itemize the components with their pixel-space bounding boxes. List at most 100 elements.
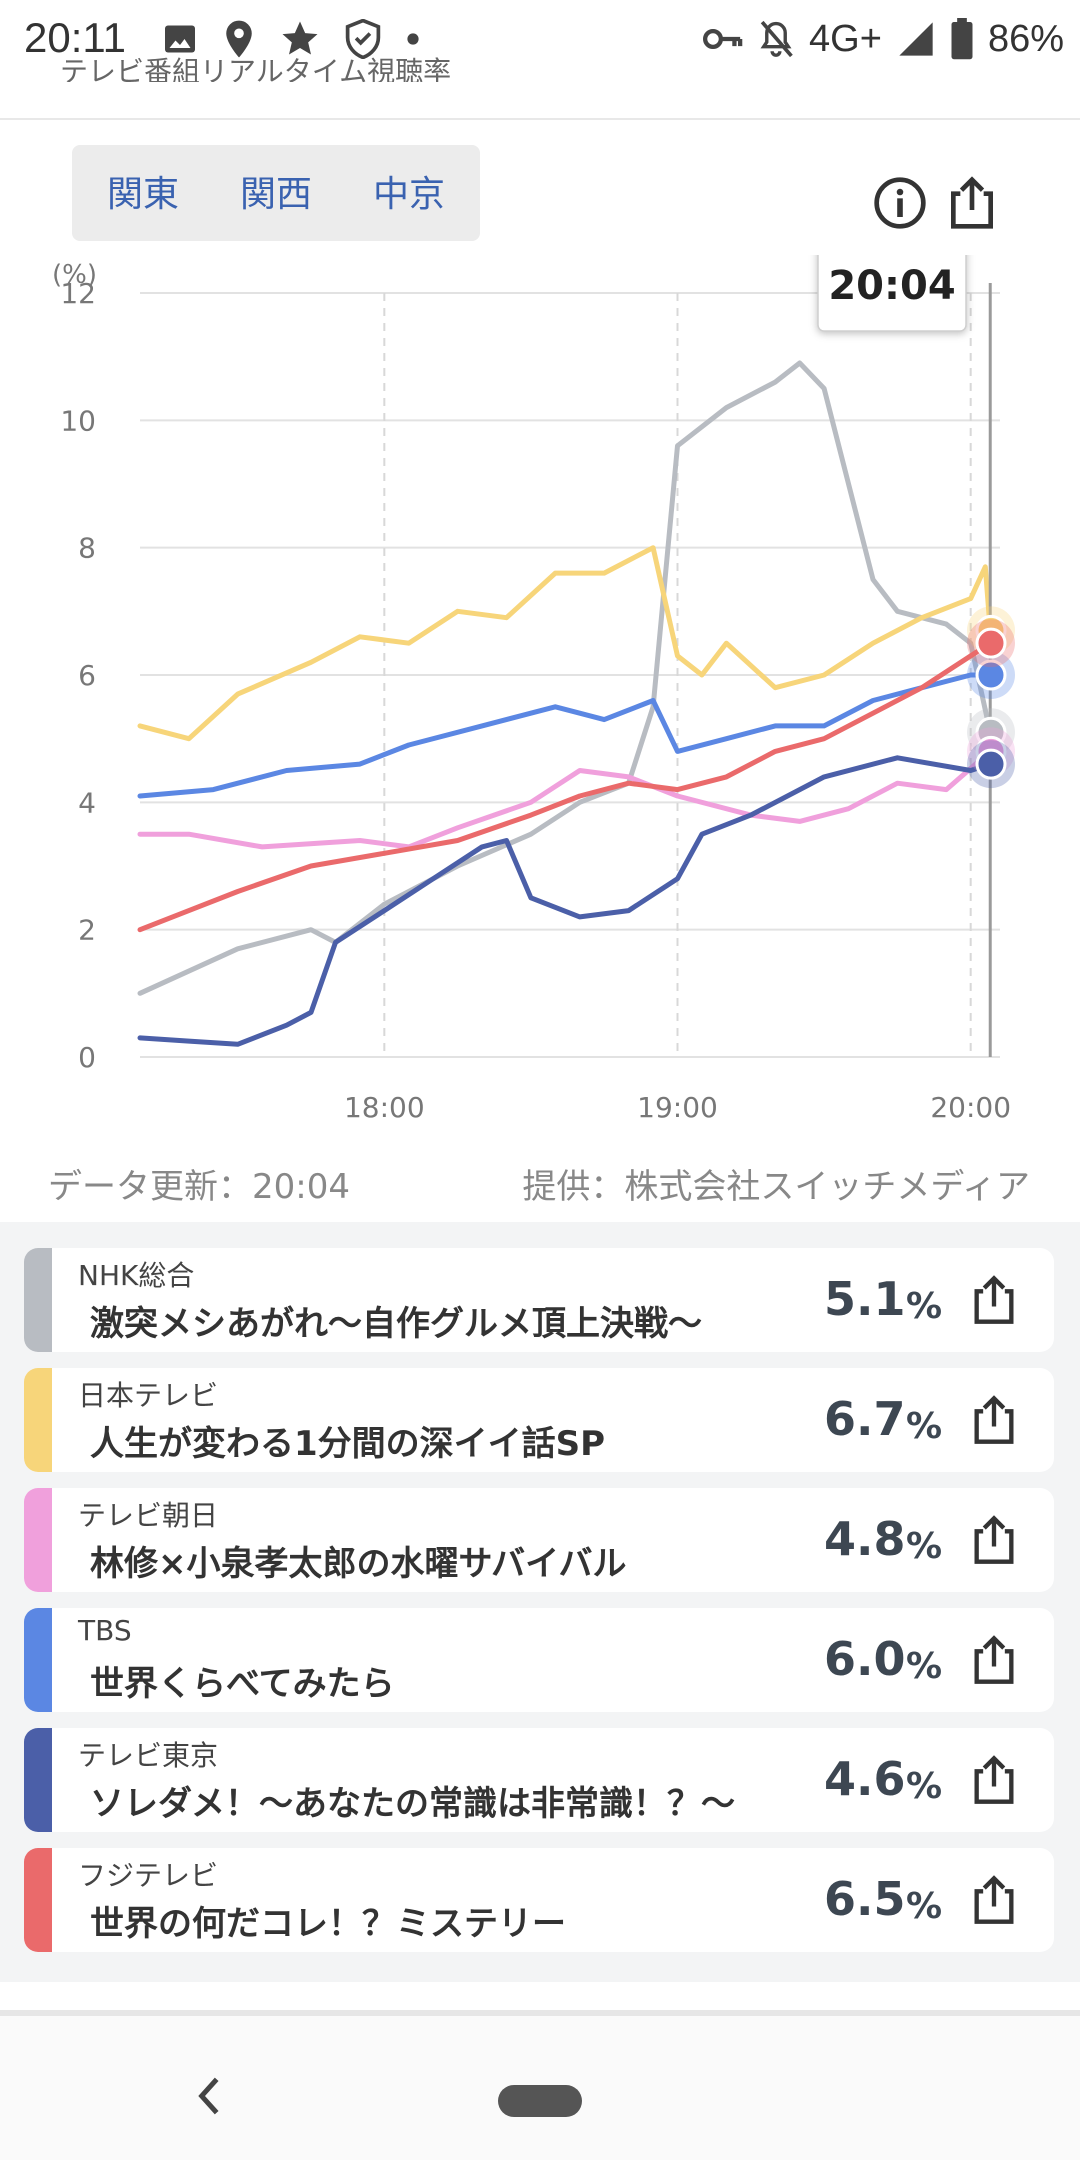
y-axis: 0 2 4 6 8 10 12(%) bbox=[52, 260, 97, 1074]
channel-color-bar bbox=[24, 1848, 52, 1952]
series-endpoint-marker bbox=[975, 748, 1007, 780]
rating-value: 6.7 bbox=[824, 1392, 906, 1446]
y-tick-label: 6 bbox=[78, 659, 96, 692]
y-unit-label: (%) bbox=[52, 260, 97, 290]
program-card-ntv[interactable]: 日本テレビ 人生が変わる1分間の深イイ話SP 6.7 % bbox=[24, 1368, 1054, 1472]
channel-color-bar bbox=[24, 1608, 52, 1712]
share-icon[interactable] bbox=[944, 175, 1000, 231]
header-divider bbox=[0, 118, 1080, 120]
program-title: 林修×小泉孝太郎の水曜サバイバル bbox=[90, 1544, 627, 1584]
bell-off-icon bbox=[760, 20, 793, 58]
channel-name: TBS bbox=[78, 1614, 132, 1647]
back-icon[interactable] bbox=[190, 2071, 230, 2121]
chart-series bbox=[137, 360, 993, 1047]
share-icon[interactable] bbox=[968, 1874, 1020, 1926]
y-tick-label: 4 bbox=[78, 786, 96, 819]
program-title: 世界の何だコレ！？ミステリー bbox=[90, 1904, 566, 1944]
series-line bbox=[137, 360, 993, 996]
rating-unit: % bbox=[906, 1406, 943, 1447]
signal-icon bbox=[899, 22, 933, 56]
channel-name: テレビ東京 bbox=[78, 1739, 219, 1772]
tab-chukyo[interactable]: 中京 bbox=[372, 174, 445, 215]
channel-name: テレビ朝日 bbox=[78, 1499, 219, 1532]
tab-kansai[interactable]: 関西 bbox=[239, 174, 312, 215]
program-card-nhk[interactable]: NHK総合 激突メシあがれ～自作グルメ頂上決戦～ 5.1 % bbox=[24, 1248, 1054, 1352]
program-card-tv-asahi[interactable]: テレビ朝日 林修×小泉孝太郎の水曜サバイバル 4.8 % bbox=[24, 1488, 1054, 1592]
info-icon[interactable] bbox=[872, 175, 928, 231]
location-icon bbox=[226, 20, 252, 58]
channel-color-bar bbox=[24, 1488, 52, 1592]
home-pill-icon[interactable] bbox=[498, 2085, 582, 2117]
region-tabs: 関東 関西 中京 bbox=[72, 145, 480, 241]
program-list: NHK総合 激突メシあがれ～自作グルメ頂上決戦～ 5.1 % 日本テレビ 人生が… bbox=[0, 1222, 1080, 1982]
data-meta: データ更新：20:04 提供：株式会社スイッチメディア bbox=[0, 1155, 1080, 1207]
channel-name: 日本テレビ bbox=[78, 1379, 219, 1412]
x-tick-label: 20:00 bbox=[930, 1091, 1011, 1124]
channel-name: NHK総合 bbox=[78, 1259, 195, 1292]
battery-icon bbox=[951, 18, 973, 60]
program-card-fuji[interactable]: フジテレビ 世界の何だコレ！？ミステリー 6.5 % bbox=[24, 1848, 1054, 1952]
rating-unit: % bbox=[906, 1886, 943, 1927]
share-icon[interactable] bbox=[968, 1754, 1020, 1806]
data-updated: データ更新：20:04 bbox=[48, 1167, 350, 1207]
rating-unit: % bbox=[906, 1286, 943, 1327]
rating-value: 6.0 bbox=[824, 1632, 906, 1686]
cursor-time-label: 20:04 bbox=[828, 263, 955, 309]
channel-color-bar bbox=[24, 1248, 52, 1352]
rating-value: 4.8 bbox=[824, 1512, 906, 1566]
share-icon[interactable] bbox=[968, 1634, 1020, 1686]
network-type: 4G+ bbox=[809, 17, 882, 60]
series-line bbox=[137, 748, 993, 850]
series-endpoints bbox=[967, 606, 1015, 789]
y-tick-label: 0 bbox=[78, 1041, 96, 1074]
battery-level: 86% bbox=[987, 17, 1064, 60]
data-source: 提供：株式会社スイッチメディア bbox=[522, 1167, 1030, 1207]
status-time: 20:11 bbox=[24, 14, 126, 61]
channel-color-bar bbox=[24, 1728, 52, 1832]
rating-unit: % bbox=[906, 1646, 943, 1687]
status-bar: 20:11 4G+ 86% bbox=[0, 0, 1080, 80]
program-title: 世界くらべてみたら bbox=[90, 1664, 395, 1704]
notification-icons bbox=[162, 14, 420, 64]
dot-icon bbox=[407, 33, 419, 45]
cursor-tooltip bbox=[817, 255, 967, 332]
x-tick-label: 18:00 bbox=[344, 1091, 425, 1124]
series-line bbox=[137, 672, 993, 799]
star-icon bbox=[282, 21, 318, 55]
ratings-chart[interactable]: 0 2 4 6 8 10 12(%) 18:00 19:00 20:00 20:04 bbox=[0, 255, 1080, 1135]
series-endpoint-marker bbox=[975, 659, 1007, 691]
rating-value: 6.5 bbox=[824, 1872, 906, 1926]
program-card-tbs[interactable]: TBS 世界くらべてみたら 6.0 % bbox=[24, 1608, 1054, 1712]
rating-value: 4.6 bbox=[824, 1752, 906, 1806]
y-tick-label: 10 bbox=[60, 404, 96, 437]
series-line bbox=[137, 755, 993, 1047]
rating-unit: % bbox=[906, 1526, 943, 1567]
rating-value: 5.1 bbox=[824, 1272, 906, 1326]
key-icon bbox=[703, 29, 743, 49]
series-line bbox=[137, 545, 993, 742]
program-card-tv-tokyo[interactable]: テレビ東京 ソレダメ！～あなたの常識は非常識！？～ 4.6 % bbox=[24, 1728, 1054, 1832]
rating-unit: % bbox=[906, 1766, 943, 1807]
program-title: 人生が変わる1分間の深イイ話SP bbox=[90, 1424, 606, 1464]
share-icon[interactable] bbox=[968, 1394, 1020, 1446]
page-title: テレビ番組リアルタイム視聴率 bbox=[60, 55, 452, 82]
x-axis: 18:00 19:00 20:00 bbox=[344, 1091, 1011, 1124]
series-line bbox=[137, 640, 993, 933]
y-tick-label: 2 bbox=[78, 914, 96, 947]
shield-icon bbox=[345, 19, 381, 59]
tab-kanto[interactable]: 関東 bbox=[106, 174, 179, 215]
time-cursor: 20:04 bbox=[817, 255, 992, 1057]
share-icon[interactable] bbox=[968, 1514, 1020, 1566]
system-icons: 4G+ 86% bbox=[703, 14, 1064, 64]
series-endpoint-marker bbox=[975, 627, 1007, 659]
y-tick-label: 8 bbox=[78, 532, 96, 565]
x-tick-label: 19:00 bbox=[637, 1091, 718, 1124]
share-icon[interactable] bbox=[968, 1274, 1020, 1326]
image-icon bbox=[165, 25, 195, 53]
program-title: ソレダメ！～あなたの常識は非常識！？～ bbox=[90, 1784, 735, 1824]
channel-color-bar bbox=[24, 1368, 52, 1472]
channel-name: フジテレビ bbox=[78, 1859, 219, 1892]
program-title: 激突メシあがれ～自作グルメ頂上決戦～ bbox=[90, 1304, 702, 1344]
system-nav-bar bbox=[0, 2016, 1080, 2160]
y-tick-label: 12 bbox=[60, 277, 96, 310]
